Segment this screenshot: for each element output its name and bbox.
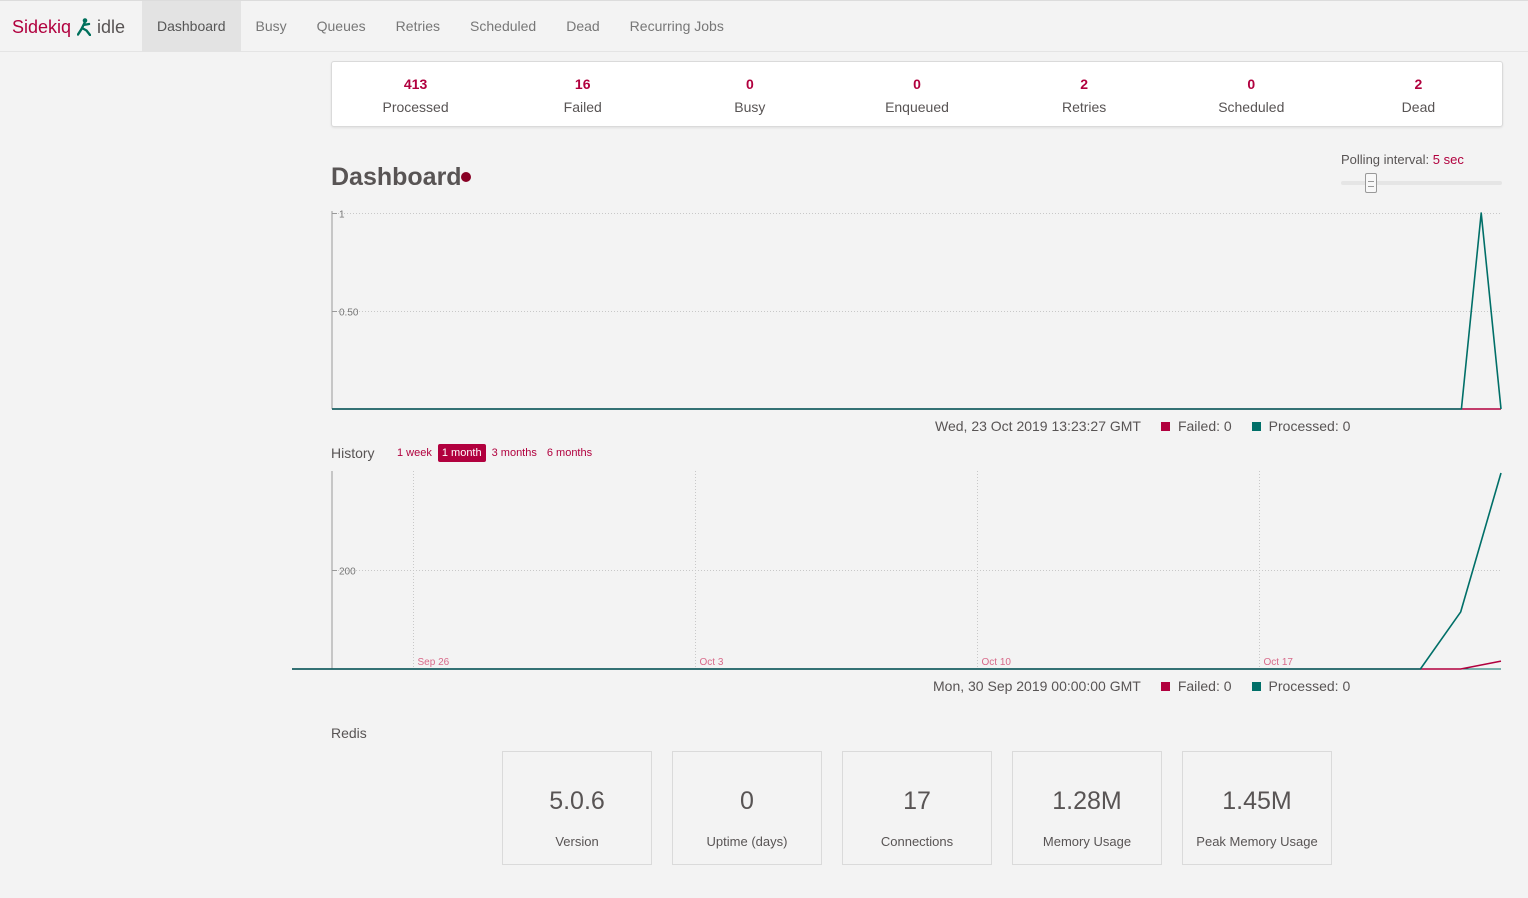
stat-count[interactable]: 0	[1247, 76, 1256, 92]
history-timestamp: Mon, 30 Sep 2019 00:00:00 GMT	[933, 678, 1141, 694]
nav-busy[interactable]: Busy	[255, 18, 287, 34]
stat-label[interactable]: Scheduled	[1218, 99, 1285, 115]
history-y-tick-label: 200	[339, 567, 356, 578]
redis-stat-value: 17	[903, 787, 931, 815]
redis-stat-memory-usage: 1.28M Memory Usage	[1012, 751, 1162, 865]
polling-slider-handle[interactable]	[1365, 173, 1377, 193]
redis-stat-connections: 17 Connections	[842, 751, 992, 865]
stat-label[interactable]: Dead	[1401, 99, 1436, 115]
redis-stat-label: Version	[555, 834, 599, 849]
history-processed-label: Processed: 0	[1268, 678, 1351, 694]
stat-failed[interactable]: 16 Failed	[499, 62, 666, 126]
stat-label[interactable]: Retries	[1061, 99, 1107, 115]
page-title: Dashboard	[331, 163, 462, 191]
polling-value: 5 sec	[1432, 152, 1464, 167]
redis-stat-value: 1.45M	[1222, 787, 1292, 815]
failed-swatch	[1160, 681, 1170, 691]
history-chart: 200 Sep 26 Oct 3 Oct 10 Oct 17	[292, 471, 1503, 671]
legend-processed: Processed: 0	[1251, 678, 1351, 694]
history-series-failed	[292, 660, 1502, 670]
history-range-links: 1 week 1 month 3 months 6 months	[393, 444, 598, 462]
processed-swatch	[1251, 421, 1261, 431]
legend-failed: Failed: 0	[1160, 418, 1232, 434]
process-status: idle	[97, 16, 126, 37]
realtime-y-tick-label: 0.50	[339, 308, 359, 319]
realtime-legend: Wed, 23 Oct 2019 13:23:27 GMT Failed: 0 …	[935, 418, 1350, 434]
realtime-chart-svg: 0.50 1	[331, 210, 1502, 410]
history-range-1-week[interactable]: 1 week	[397, 447, 432, 459]
nav-scheduled[interactable]: Scheduled	[470, 18, 537, 34]
history-x-tick-label: Oct 10	[982, 657, 1012, 668]
history-chart-svg: 200 Sep 26 Oct 3 Oct 10 Oct 17	[292, 471, 1502, 670]
realtime-timestamp: Wed, 23 Oct 2019 13:23:27 GMT	[935, 418, 1141, 434]
stat-retries[interactable]: 2 Retries	[1001, 62, 1168, 126]
stat-busy[interactable]: 0 Busy	[666, 62, 833, 126]
realtime-series-processed	[332, 212, 1502, 410]
history-failed-label: Failed: 0	[1177, 678, 1232, 694]
nav-recurring-jobs[interactable]: Recurring Jobs	[629, 18, 724, 34]
nav-dashboard[interactable]: Dashboard	[142, 1, 241, 52]
realtime-failed-label: Failed: 0	[1177, 418, 1232, 434]
redis-section-label: Redis	[331, 725, 367, 741]
history-x-tick-label: Oct 3	[700, 657, 724, 668]
legend-processed: Processed: 0	[1251, 418, 1351, 434]
brand[interactable]: Sidekiq idle	[12, 16, 125, 38]
history-range-6-months[interactable]: 6 months	[546, 447, 593, 459]
history-x-tick-label: Oct 17	[1264, 657, 1294, 668]
history-label: History	[331, 445, 375, 461]
nav-dead[interactable]: Dead	[566, 18, 600, 34]
stat-processed[interactable]: 413 Processed	[332, 62, 499, 126]
stat-dead[interactable]: 2 Dead	[1335, 62, 1502, 126]
realtime-processed-label: Processed: 0	[1268, 418, 1351, 434]
brand-name[interactable]: Sidekiq	[12, 16, 72, 37]
stat-label[interactable]: Enqueued	[885, 99, 949, 115]
stats-summary: 413 Processed 16 Failed 0 Busy 0 Enqueued 2 Retri…	[331, 61, 1503, 127]
polling-interval-label: Polling interval: 5 sec	[1341, 152, 1464, 167]
sidekiq-kick-icon	[77, 18, 92, 36]
history-legend: Mon, 30 Sep 2019 00:00:00 GMT Failed: 0 …	[933, 678, 1350, 694]
live-beacon-icon	[461, 172, 471, 182]
main-nav: Dashboard Busy Queues Retries Scheduled Dead R…	[142, 1, 739, 52]
polling-slider[interactable]	[1341, 181, 1502, 185]
redis-stat-label: Uptime (days)	[706, 834, 788, 849]
stat-count[interactable]: 413	[403, 76, 428, 92]
processed-swatch	[1251, 681, 1261, 691]
redis-stat-peak-memory-usage: 1.45M Peak Memory Usage	[1182, 751, 1332, 865]
stat-enqueued[interactable]: 0 Enqueued	[833, 62, 1000, 126]
stat-scheduled[interactable]: 0 Scheduled	[1168, 62, 1335, 126]
stat-label[interactable]: Processed	[382, 99, 449, 115]
stat-count[interactable]: 16	[574, 76, 591, 92]
history-range-1-month[interactable]: 1 month	[437, 444, 486, 462]
stat-count[interactable]: 2	[1414, 76, 1423, 92]
nav-queues[interactable]: Queues	[316, 18, 366, 34]
stat-label[interactable]: Busy	[734, 99, 766, 115]
legend-failed: Failed: 0	[1160, 678, 1232, 694]
redis-stat-uptime-days: 0 Uptime (days)	[672, 751, 822, 865]
navbar: Sidekiq idle Dashboard Busy Queues Retries S…	[0, 0, 1528, 52]
stat-count[interactable]: 0	[745, 76, 754, 92]
nav-retries[interactable]: Retries	[395, 18, 441, 34]
redis-stat-label: Connections	[880, 834, 954, 849]
history-x-tick-label: Sep 26	[418, 657, 450, 668]
polling-label-text: Polling interval:	[1341, 152, 1430, 167]
redis-stat-value: 1.28M	[1052, 787, 1122, 815]
redis-stat-label: Memory Usage	[1042, 834, 1132, 849]
failed-swatch	[1160, 421, 1170, 431]
realtime-y-tick-label: 1	[339, 210, 345, 221]
history-series-processed	[292, 472, 1502, 670]
stat-label[interactable]: Failed	[563, 99, 602, 115]
realtime-chart: 0.50 1	[331, 210, 1503, 411]
redis-stat-label: Peak Memory Usage	[1196, 834, 1318, 849]
redis-stat-version: 5.0.6 Version	[502, 751, 652, 865]
history-range-3-months[interactable]: 3 months	[491, 447, 537, 459]
stat-count[interactable]: 0	[913, 76, 921, 92]
stat-count[interactable]: 2	[1080, 76, 1089, 92]
redis-stat-value: 5.0.6	[549, 787, 605, 815]
redis-stat-value: 0	[740, 787, 754, 815]
